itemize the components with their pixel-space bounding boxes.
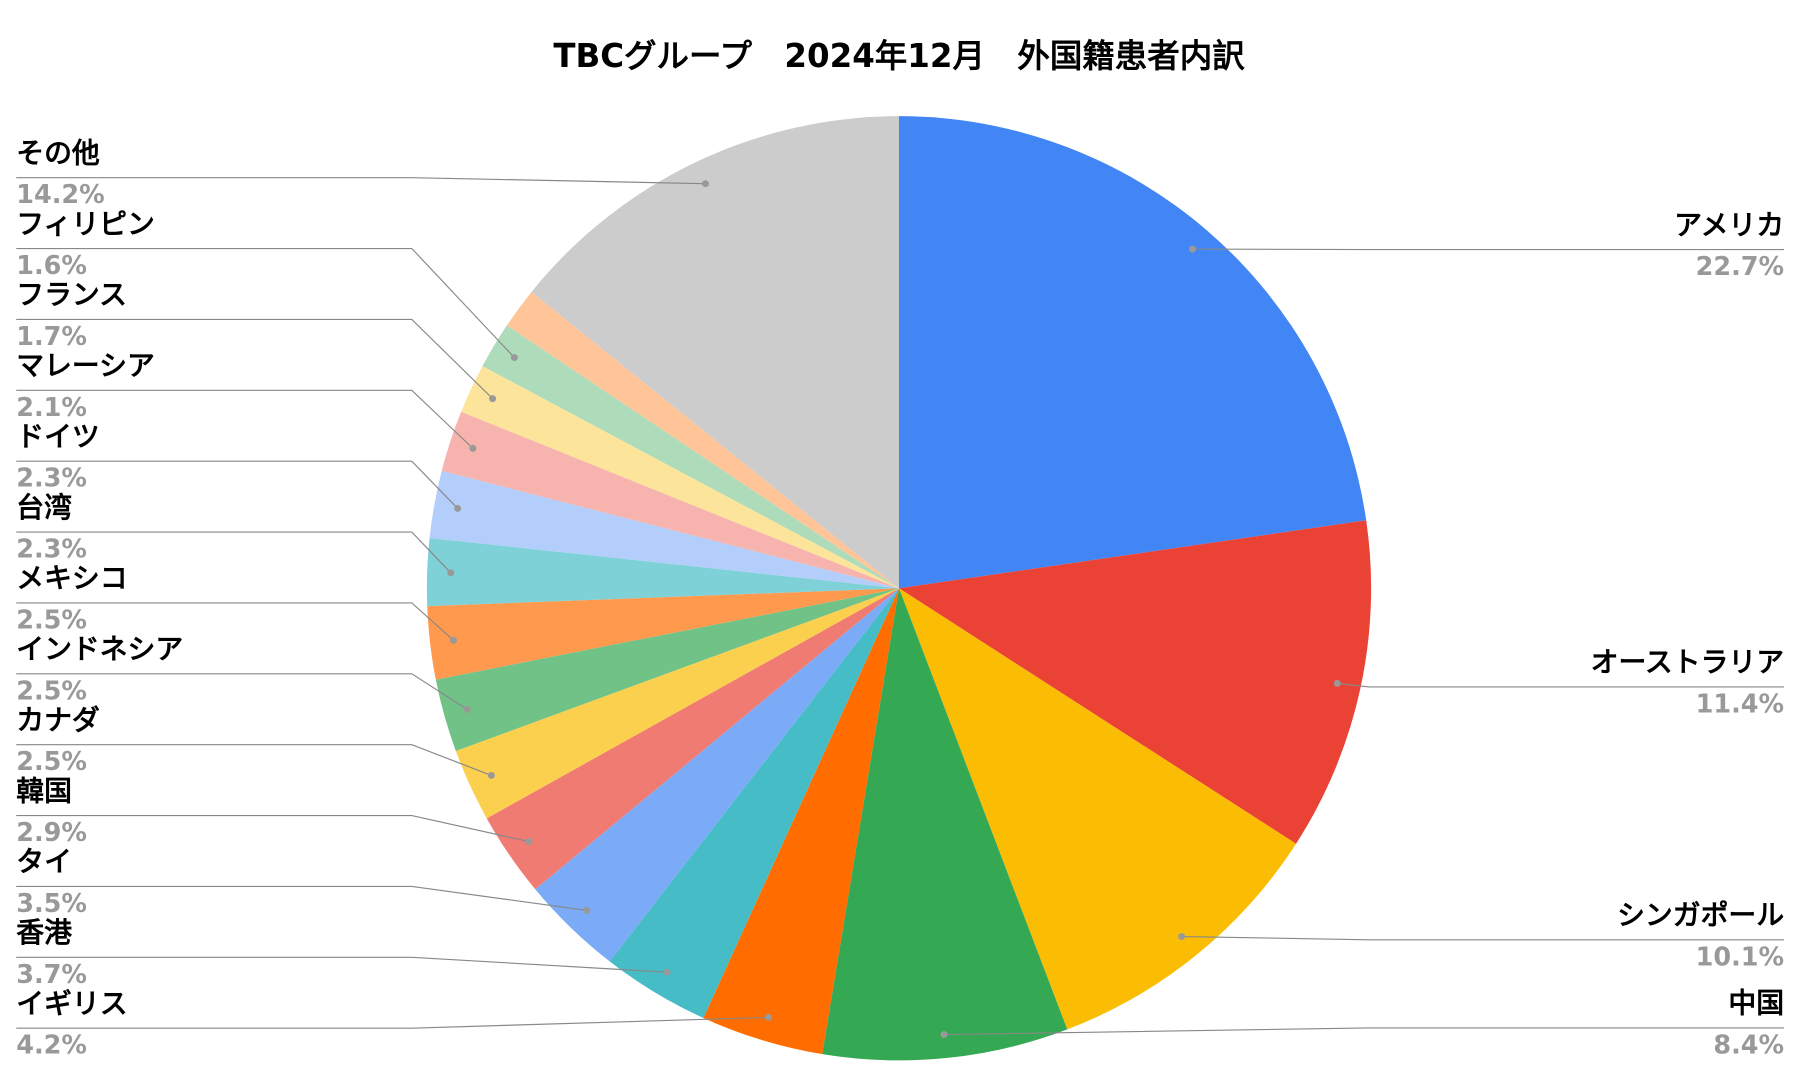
leader-dot <box>454 504 462 512</box>
slice-value-label: 2.3% <box>16 464 87 494</box>
leader-dot <box>940 1031 948 1039</box>
leader-dot <box>1188 245 1196 253</box>
leader-line <box>16 885 587 911</box>
slice-value-label: 1.6% <box>16 251 87 281</box>
pie-slice <box>703 588 899 1055</box>
leader-dot <box>510 354 518 362</box>
slice-label: メキシコ <box>16 562 127 595</box>
leader-line <box>16 744 492 776</box>
leader-line <box>16 673 468 710</box>
leader-dot <box>525 838 533 846</box>
slice-label: オーストラリア <box>1591 646 1784 679</box>
leader-dot <box>450 636 457 644</box>
slice-label: マレーシア <box>16 349 155 382</box>
slice-value-label: 2.1% <box>16 393 87 423</box>
pie-slice <box>486 588 899 890</box>
leader-line <box>16 318 493 400</box>
slice-value-label: 4.2% <box>16 1031 87 1061</box>
slice-value-label: 8.4% <box>1713 1031 1784 1061</box>
slice-label: カナダ <box>16 703 100 736</box>
slice-value-label: 3.5% <box>16 889 87 919</box>
chart-title: TBCグループ 2024年12月 外国籍患者内訳 <box>553 37 1245 75</box>
leader-line <box>16 460 459 509</box>
slice-label: その他 <box>16 136 100 169</box>
leader-dot <box>764 1013 772 1021</box>
slice-value-label: 1.7% <box>16 322 87 352</box>
slice-value-label: 14.2% <box>16 180 104 210</box>
leader-dot <box>663 968 671 976</box>
slice-value-label: 3.7% <box>16 960 87 990</box>
pie-slice <box>482 325 899 589</box>
pie-slice <box>461 366 899 589</box>
leader-line <box>16 1016 769 1029</box>
leader-line <box>16 956 668 973</box>
slice-value-label: 22.7% <box>1696 252 1784 282</box>
pie-slice <box>822 588 1068 1061</box>
pie-slice <box>899 520 1372 844</box>
leader-dot <box>1333 679 1341 687</box>
leader-dot <box>583 906 591 914</box>
slice-value-label: 2.9% <box>16 818 87 848</box>
pie-slice <box>429 470 899 589</box>
pie-slice <box>441 411 899 589</box>
pie-slice <box>427 588 899 680</box>
pie-slice <box>426 537 899 607</box>
slice-label: アメリカ <box>1674 208 1784 241</box>
leader-dot <box>1178 933 1186 941</box>
slice-label: イギリス <box>16 987 127 1020</box>
slice-value-label: 10.1% <box>1696 942 1784 972</box>
leader-dot <box>489 395 497 403</box>
pie-slice <box>531 116 899 589</box>
leader-line <box>16 247 515 358</box>
leader-dot <box>487 771 495 779</box>
slice-label: タイ <box>16 845 72 878</box>
pie-slice <box>435 588 899 752</box>
slice-label: シンガポール <box>1617 899 1784 932</box>
slice-label: 台湾 <box>16 491 72 524</box>
slice-label: ドイツ <box>16 420 100 453</box>
slice-value-label: 11.4% <box>1696 689 1784 719</box>
leader-dot <box>463 705 471 713</box>
leader-line <box>16 814 529 843</box>
pie-slice <box>899 116 1367 589</box>
leader-line <box>1181 935 1785 941</box>
leader-line <box>16 177 706 185</box>
slice-label: 香港 <box>16 916 73 949</box>
leader-line <box>944 1027 1785 1036</box>
slice-label: フランス <box>16 278 127 311</box>
slice-value-label: 2.5% <box>16 676 87 706</box>
slice-value-label: 2.3% <box>16 535 87 565</box>
slice-value-label: 2.5% <box>16 747 87 777</box>
leader-dot <box>447 569 455 577</box>
leader-line <box>16 531 452 574</box>
slice-value-label: 2.5% <box>16 605 87 635</box>
leader-line <box>16 389 474 449</box>
pie-slice <box>609 588 899 1018</box>
slice-label: 中国 <box>1728 987 1784 1020</box>
slice-label: 韓国 <box>16 774 72 807</box>
pie-slice <box>455 588 899 819</box>
pie-slice <box>535 588 899 962</box>
leader-line <box>16 602 454 641</box>
pie-slice <box>899 588 1297 1030</box>
slice-label: インドネシア <box>16 633 183 666</box>
pie-slice <box>506 291 899 589</box>
slice-label: フィリピン <box>16 207 155 240</box>
leader-dot <box>469 444 477 452</box>
leader-dot <box>702 180 709 188</box>
leader-line <box>1337 682 1785 688</box>
